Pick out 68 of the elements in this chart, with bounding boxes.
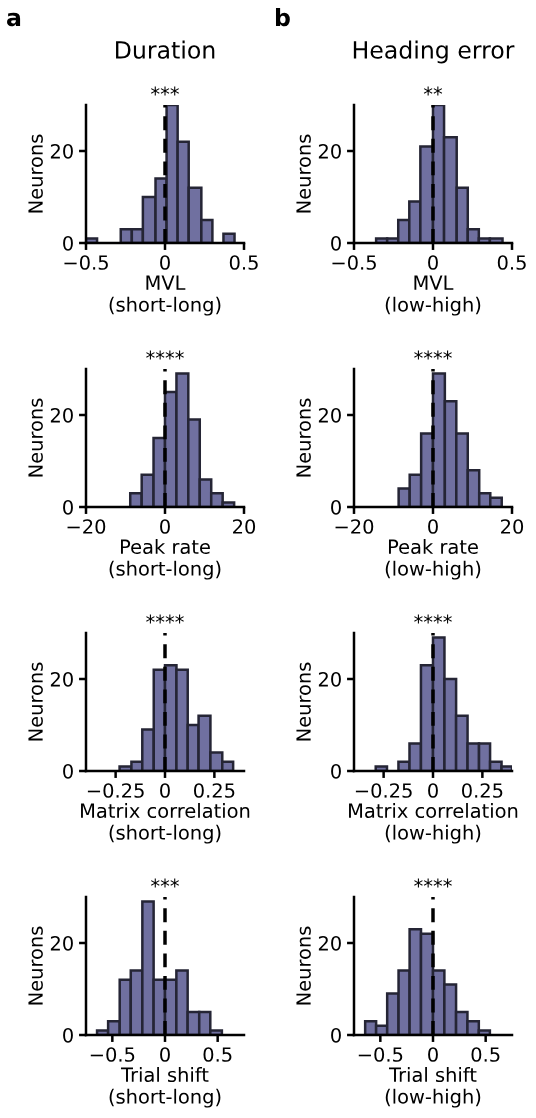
x-tick-label: 0.25	[462, 783, 503, 798]
y-tick-label: 0	[331, 763, 341, 779]
x-tick-label: 0	[428, 519, 438, 534]
y-tick-label: 0	[63, 499, 73, 515]
y-tick-label: 0	[63, 763, 73, 779]
x-tick-label: −0.5	[358, 1047, 403, 1062]
text: a	[7, 12, 21, 27]
y-tick-label: 0	[331, 499, 341, 515]
x-tick-label: −20	[335, 519, 374, 534]
x-tick-label: −0.25	[87, 783, 144, 798]
text: Heading error	[353, 40, 515, 64]
y-tick-label: 20	[318, 407, 341, 423]
chart-title: ****	[414, 878, 452, 888]
y-axis-title: Neurons	[296, 134, 311, 213]
y-tick-label: 0	[331, 235, 341, 251]
x-tick-label: −0.5	[64, 255, 108, 270]
x-axis-title: Trial shift (short-long)	[109, 1067, 221, 1108]
chart-title: ***	[151, 86, 179, 96]
chart-title: ****	[414, 350, 452, 360]
y-axis-title: Neurons	[296, 926, 311, 1005]
y-axis-title: Neurons	[28, 926, 43, 1005]
x-axis-title: Matrix correlation (low-high)	[349, 803, 518, 844]
chart-title: ****	[146, 350, 184, 360]
x-tick-label: 0	[428, 783, 438, 798]
chart-title: ****	[146, 614, 184, 624]
x-tick-label: 0.5	[497, 255, 526, 270]
chart-title: ***	[151, 878, 179, 888]
y-tick-label: 20	[50, 671, 73, 687]
x-tick-label: 0.5	[203, 1047, 232, 1062]
y-tick-label: 20	[318, 143, 341, 159]
text: b	[275, 8, 290, 27]
y-axis-title: Neurons	[296, 398, 311, 477]
y-axis-title: Neurons	[28, 398, 43, 477]
x-axis-title: Peak rate (low-high)	[385, 539, 481, 580]
y-tick-label: 20	[50, 407, 73, 423]
x-tick-label: −0.5	[90, 1047, 135, 1062]
y-axis-title: Neurons	[28, 134, 43, 213]
x-tick-label: 20	[501, 519, 524, 534]
y-tick-label: 20	[318, 935, 341, 951]
y-tick-label: 20	[50, 935, 73, 951]
x-tick-label: 0.25	[194, 783, 235, 798]
text: Duration	[116, 40, 215, 59]
y-tick-label: 20	[50, 143, 73, 159]
x-axis-title: MVL (short-long)	[109, 275, 221, 316]
x-tick-label: 0	[160, 783, 170, 798]
x-tick-label: 0	[160, 1047, 170, 1062]
chart-title: **	[423, 86, 443, 96]
y-tick-label: 0	[63, 1027, 73, 1043]
x-tick-label: −0.5	[332, 255, 376, 270]
x-axis-title: Peak rate (short-long)	[109, 539, 221, 580]
y-axis-title: Neurons	[28, 662, 43, 741]
x-axis-title: MVL (low-high)	[385, 275, 481, 316]
chart-title: ****	[414, 614, 452, 624]
x-axis-title: Matrix correlation (short-long)	[81, 803, 250, 844]
x-tick-label: 0	[428, 1047, 438, 1062]
x-tick-label: 0.5	[471, 1047, 500, 1062]
x-tick-label: −20	[67, 519, 106, 534]
x-axis-title: Trial shift (low-high)	[385, 1067, 481, 1108]
x-tick-label: 0.5	[229, 255, 258, 270]
x-tick-label: 0	[160, 255, 170, 270]
x-tick-label: 20	[233, 519, 256, 534]
y-tick-label: 20	[318, 671, 341, 687]
x-tick-label: −0.25	[355, 783, 412, 798]
x-tick-label: 0	[160, 519, 170, 534]
x-tick-label: 0	[428, 255, 438, 270]
y-tick-label: 0	[63, 235, 73, 251]
y-tick-label: 0	[331, 1027, 341, 1043]
y-axis-title: Neurons	[296, 662, 311, 741]
